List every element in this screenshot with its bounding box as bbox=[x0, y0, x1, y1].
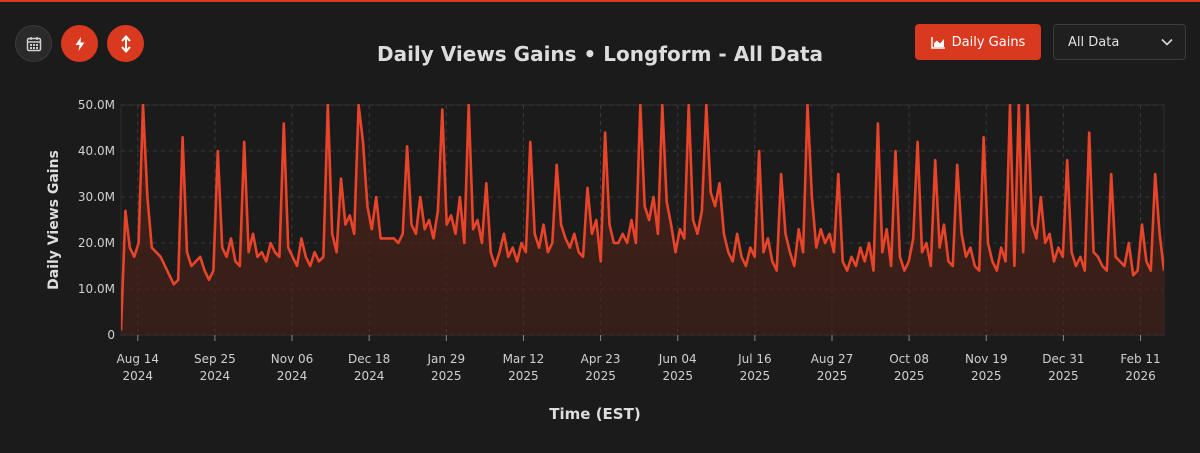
y-axis-label: Daily Views Gains bbox=[46, 150, 62, 290]
x-tick-label: 2025 bbox=[431, 369, 462, 383]
vertical-arrows-button[interactable] bbox=[107, 25, 144, 62]
x-tick-label: Jul 16 bbox=[737, 352, 772, 366]
calendar-icon bbox=[26, 36, 41, 51]
x-tick-label: 2025 bbox=[894, 369, 925, 383]
x-tick-label: Dec 18 bbox=[348, 352, 390, 366]
x-tick-label: 2024 bbox=[200, 369, 231, 383]
y-tick-label: 40.0M bbox=[78, 144, 115, 158]
x-axis-label: Time (EST) bbox=[549, 405, 640, 423]
series-area bbox=[121, 105, 1164, 335]
x-tick-label: 2024 bbox=[122, 369, 153, 383]
y-tick-label: 20.0M bbox=[78, 236, 115, 250]
y-tick-label: 0 bbox=[107, 328, 115, 342]
x-tick-label: Nov 06 bbox=[271, 352, 314, 366]
x-tick-label: Dec 31 bbox=[1042, 352, 1084, 366]
area-chart-icon bbox=[930, 36, 945, 49]
daily-gains-button[interactable]: Daily Gains bbox=[915, 24, 1041, 60]
x-tick-label: 2025 bbox=[971, 369, 1002, 383]
lightning-icon bbox=[75, 36, 84, 51]
x-tick-label: 2025 bbox=[508, 369, 539, 383]
x-tick-label: 2026 bbox=[1125, 369, 1156, 383]
x-tick-label: 2025 bbox=[662, 369, 693, 383]
x-tick-label: Nov 19 bbox=[965, 352, 1008, 366]
x-tick-label: Feb 11 bbox=[1120, 352, 1160, 366]
x-tick-label: Aug 14 bbox=[117, 352, 160, 366]
x-tick-label: 2025 bbox=[740, 369, 771, 383]
lightning-button[interactable] bbox=[61, 25, 98, 62]
range-select[interactable]: All Data bbox=[1053, 24, 1186, 60]
x-tick-label: 2025 bbox=[817, 369, 848, 383]
y-tick-label: 50.0M bbox=[78, 98, 115, 112]
x-tick-label: Apr 23 bbox=[581, 352, 621, 366]
calendar-button[interactable] bbox=[15, 25, 52, 62]
x-tick-label: 2025 bbox=[1048, 369, 1079, 383]
x-tick-label: Aug 27 bbox=[811, 352, 854, 366]
x-tick-label: Jan 29 bbox=[427, 352, 466, 366]
vertical-arrows-icon bbox=[120, 34, 131, 53]
top-accent-rule bbox=[0, 0, 1200, 2]
x-tick-label: Sep 25 bbox=[194, 352, 236, 366]
chart-title: Daily Views Gains • Longform - All Data bbox=[376, 42, 824, 66]
x-tick-label: 2025 bbox=[585, 369, 616, 383]
y-tick-label: 10.0M bbox=[78, 282, 115, 296]
x-tick-label: 2024 bbox=[277, 369, 308, 383]
x-tick-label: Oct 08 bbox=[889, 352, 929, 366]
range-select-value: All Data bbox=[1068, 34, 1120, 50]
daily-gains-label: Daily Gains bbox=[951, 34, 1026, 50]
x-tick-label: 2024 bbox=[354, 369, 385, 383]
y-tick-label: 30.0M bbox=[78, 190, 115, 204]
series-line bbox=[121, 104, 1164, 331]
x-tick-label: Jun 04 bbox=[658, 352, 697, 366]
x-tick-label: Mar 12 bbox=[503, 352, 545, 366]
chevron-down-icon bbox=[1161, 38, 1173, 46]
